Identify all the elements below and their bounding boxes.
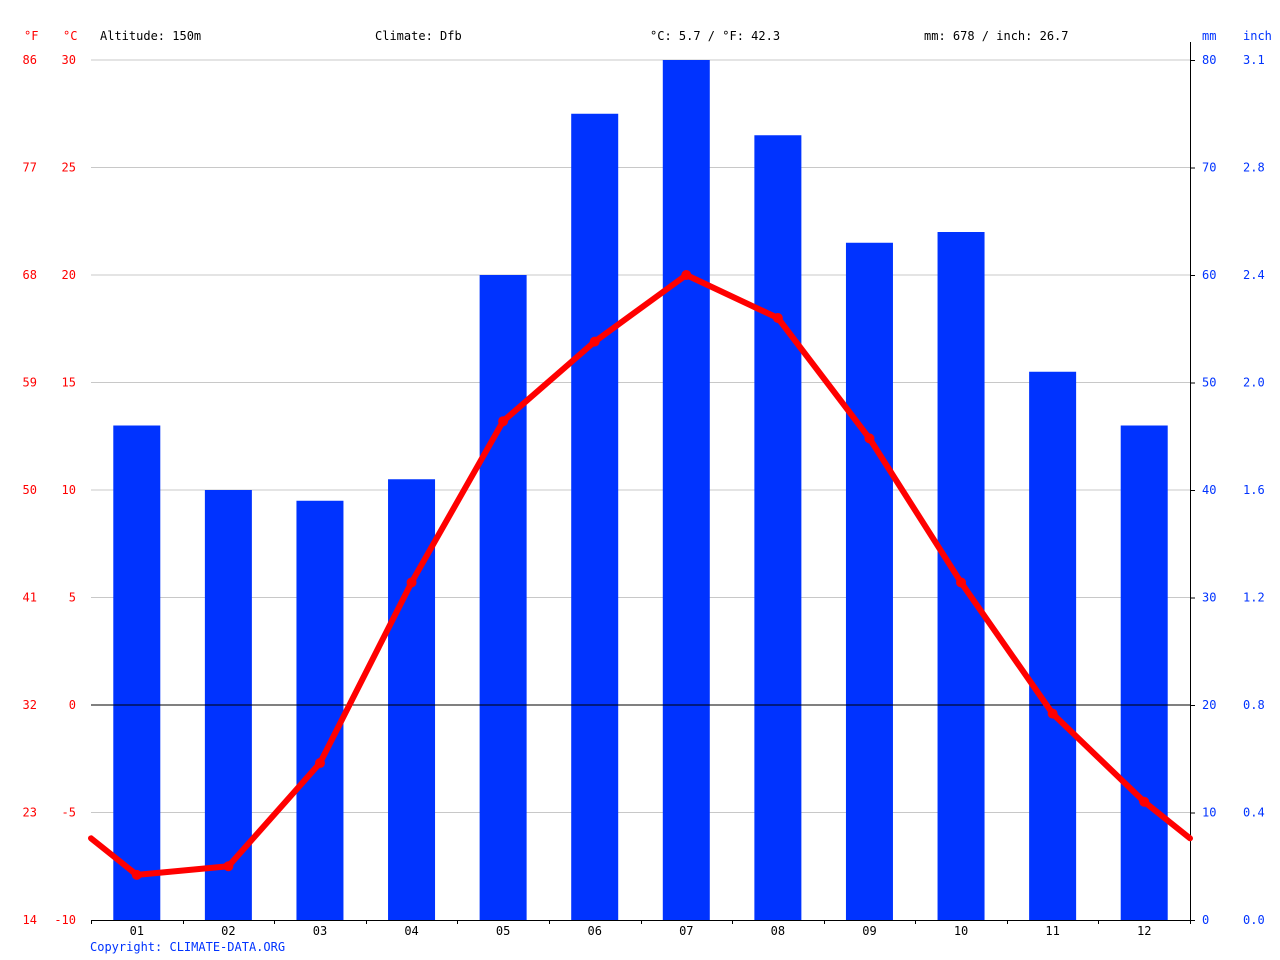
temperature-point — [131, 869, 142, 880]
precip-bar — [845, 242, 893, 920]
temperature-point — [589, 336, 600, 347]
x-tick-label: 05 — [496, 924, 510, 938]
x-tick-label: 09 — [862, 924, 876, 938]
celsius-tick-label: 25 — [62, 161, 76, 175]
inch-tick-label: 0.4 — [1243, 806, 1265, 820]
celsius-tick-label: 15 — [62, 376, 76, 390]
temperature-point — [956, 577, 967, 588]
total-precipitation-label: mm: 678 / inch: 26.7 — [924, 29, 1069, 43]
x-tick-label: 07 — [679, 924, 693, 938]
left-axis-ticks: 14 -10 23 -5 32 0 41 5 50 10 59 15 68 20 77 25 86 30 — [23, 53, 76, 927]
fahrenheit-tick-label: 86 — [23, 53, 37, 67]
temperature-point — [314, 758, 325, 769]
fahrenheit-tick-label: 68 — [23, 268, 37, 282]
temperature-point — [864, 433, 875, 444]
average-temperature-label: °C: 5.7 / °F: 42.3 — [650, 29, 780, 43]
precip-bar — [937, 232, 985, 920]
celsius-tick-label: 0 — [69, 698, 76, 712]
x-tick-label: 06 — [587, 924, 601, 938]
altitude-label: Altitude: 150m — [100, 29, 201, 43]
temperature-polyline — [88, 272, 1193, 878]
precip-bar — [571, 113, 619, 920]
inch-tick-label: 2.0 — [1243, 376, 1265, 390]
precip-bar — [662, 60, 710, 920]
x-tick-label: 03 — [313, 924, 327, 938]
celsius-tick-label: 30 — [62, 53, 76, 67]
fahrenheit-tick-label: 59 — [23, 376, 37, 390]
temperature-line — [88, 270, 1193, 880]
inch-tick-label: 2.4 — [1243, 268, 1265, 282]
mm-unit-label: mm — [1202, 29, 1216, 43]
x-tick-label: 04 — [404, 924, 418, 938]
fahrenheit-unit-label: °F — [24, 29, 38, 43]
celsius-tick-label: 10 — [62, 483, 76, 497]
fahrenheit-tick-label: 14 — [23, 913, 37, 927]
celsius-tick-label: -10 — [54, 913, 76, 927]
x-tick-label: 01 — [130, 924, 144, 938]
temperature-point — [681, 270, 692, 280]
temperature-point — [1139, 796, 1150, 807]
fahrenheit-tick-label: 23 — [23, 806, 37, 820]
inch-tick-label: 2.8 — [1243, 161, 1265, 175]
precip-bar — [1120, 425, 1168, 920]
axes — [91, 42, 1191, 921]
mm-tick-label: 10 — [1202, 806, 1216, 820]
climate-label: Climate: Dfb — [375, 29, 462, 43]
mm-tick-label: 40 — [1202, 483, 1216, 497]
celsius-tick-label: 20 — [62, 268, 76, 282]
precip-bar — [754, 135, 802, 920]
mm-tick-label: 20 — [1202, 698, 1216, 712]
inch-unit-label: inch — [1243, 29, 1272, 43]
mm-tick-label: 50 — [1202, 376, 1216, 390]
inch-tick-label: 0.8 — [1243, 698, 1265, 712]
temperature-point — [406, 577, 417, 588]
x-tick-label: 08 — [771, 924, 785, 938]
precip-bar — [1029, 371, 1077, 920]
celsius-tick-label: -5 — [62, 806, 76, 820]
precip-bar — [479, 275, 527, 920]
fahrenheit-tick-label: 41 — [23, 591, 37, 605]
copyright-label: Copyright: CLIMATE-DATA.ORG — [90, 940, 286, 954]
celsius-tick-label: 5 — [69, 591, 76, 605]
temperature-point — [223, 861, 234, 872]
temperature-point — [498, 416, 509, 427]
fahrenheit-tick-label: 32 — [23, 698, 37, 712]
x-axis-ticks: 01 02 03 04 05 06 07 08 09 10 11 12 — [91, 920, 1191, 938]
temperature-point — [1047, 708, 1058, 719]
temperature-point — [772, 313, 783, 323]
mm-tick-label: 0 — [1202, 913, 1209, 927]
x-tick-label: 02 — [221, 924, 235, 938]
mm-tick-label: 30 — [1202, 591, 1216, 605]
gridlines — [91, 59, 1190, 813]
precip-bar — [296, 500, 344, 920]
right-axis-ticks: 0 0.0 10 0.4 20 0.8 30 1.2 40 1.6 50 2.0 60 2.4 70 2.8 8… — [1190, 53, 1265, 927]
inch-tick-label: 0.0 — [1243, 913, 1265, 927]
mm-tick-label: 60 — [1202, 268, 1216, 282]
fahrenheit-tick-label: 50 — [23, 483, 37, 497]
precip-bar — [388, 479, 436, 920]
x-tick-label: 12 — [1137, 924, 1151, 938]
x-tick-label: 11 — [1045, 924, 1059, 938]
mm-tick-label: 80 — [1202, 53, 1216, 67]
inch-tick-label: 1.2 — [1243, 591, 1265, 605]
inch-tick-label: 1.6 — [1243, 483, 1265, 497]
x-tick-label: 10 — [954, 924, 968, 938]
celsius-unit-label: °C — [63, 29, 77, 43]
fahrenheit-tick-label: 77 — [23, 161, 37, 175]
mm-tick-label: 70 — [1202, 161, 1216, 175]
precip-bar — [113, 425, 161, 920]
inch-tick-label: 3.1 — [1243, 53, 1265, 67]
